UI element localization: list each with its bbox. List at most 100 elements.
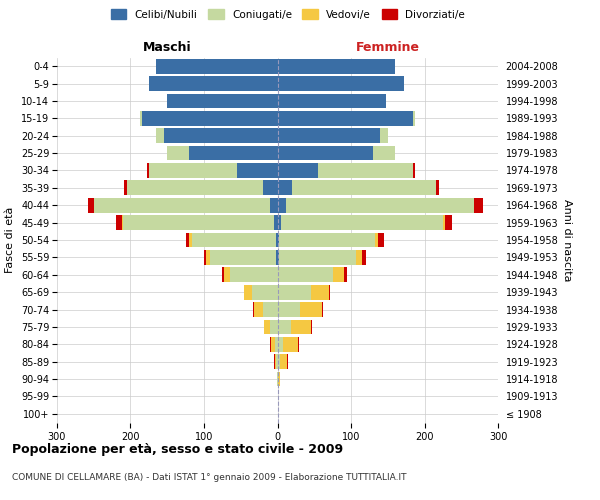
Bar: [413, 111, 415, 126]
Bar: [275, 354, 276, 369]
Bar: [204, 250, 206, 265]
Bar: [263, 302, 277, 317]
Bar: [311, 285, 329, 300]
Bar: [277, 146, 373, 160]
Bar: [149, 163, 237, 178]
Text: Maschi: Maschi: [143, 41, 191, 54]
Bar: [318, 163, 413, 178]
Bar: [362, 250, 366, 265]
Bar: [277, 215, 281, 230]
Bar: [277, 128, 380, 143]
Bar: [164, 128, 277, 143]
Bar: [123, 215, 274, 230]
Bar: [230, 268, 277, 282]
Text: Femmine: Femmine: [356, 41, 420, 54]
Bar: [277, 285, 311, 300]
Y-axis label: Anni di nascita: Anni di nascita: [562, 198, 572, 281]
Bar: [156, 59, 277, 74]
Bar: [223, 268, 224, 282]
Bar: [270, 337, 271, 351]
Bar: [94, 198, 270, 212]
Bar: [190, 146, 277, 160]
Bar: [322, 302, 323, 317]
Bar: [445, 215, 452, 230]
Bar: [206, 250, 210, 265]
Bar: [271, 337, 275, 351]
Bar: [237, 163, 277, 178]
Bar: [436, 180, 439, 195]
Bar: [474, 198, 475, 212]
Bar: [280, 354, 287, 369]
Bar: [148, 163, 149, 178]
Bar: [332, 268, 344, 282]
Bar: [167, 146, 190, 160]
Bar: [254, 302, 263, 317]
Bar: [252, 285, 277, 300]
Bar: [244, 285, 252, 300]
Bar: [299, 302, 322, 317]
Bar: [270, 198, 277, 212]
Bar: [344, 268, 347, 282]
Bar: [277, 94, 386, 108]
Bar: [274, 215, 277, 230]
Bar: [167, 94, 277, 108]
Bar: [286, 198, 474, 212]
Bar: [283, 337, 298, 351]
Bar: [275, 337, 277, 351]
Bar: [263, 320, 264, 334]
Bar: [191, 232, 276, 248]
Bar: [277, 302, 299, 317]
Bar: [277, 250, 279, 265]
Bar: [443, 215, 445, 230]
Bar: [298, 337, 299, 351]
Bar: [185, 232, 190, 248]
Bar: [374, 232, 378, 248]
Bar: [253, 302, 254, 317]
Bar: [311, 320, 312, 334]
Legend: Celibi/Nubili, Coniugati/e, Vedovi/e, Divorziati/e: Celibi/Nubili, Coniugati/e, Vedovi/e, Di…: [107, 5, 469, 24]
Bar: [140, 111, 142, 126]
Bar: [278, 372, 280, 386]
Bar: [270, 320, 277, 334]
Bar: [277, 163, 318, 178]
Bar: [224, 268, 230, 282]
Bar: [277, 232, 279, 248]
Bar: [277, 389, 278, 404]
Bar: [276, 232, 277, 248]
Bar: [292, 180, 436, 195]
Bar: [378, 232, 384, 248]
Bar: [149, 76, 277, 91]
Bar: [276, 354, 277, 369]
Bar: [156, 128, 164, 143]
Bar: [277, 59, 395, 74]
Bar: [279, 232, 374, 248]
Bar: [124, 180, 127, 195]
Text: Popolazione per età, sesso e stato civile - 2009: Popolazione per età, sesso e stato civil…: [12, 442, 343, 456]
Bar: [373, 146, 395, 160]
Bar: [279, 250, 356, 265]
Bar: [475, 198, 484, 212]
Bar: [277, 198, 286, 212]
Bar: [329, 285, 331, 300]
Bar: [122, 215, 123, 230]
Bar: [287, 354, 288, 369]
Bar: [263, 180, 277, 195]
Bar: [142, 111, 277, 126]
Bar: [277, 320, 291, 334]
Bar: [116, 215, 122, 230]
Text: COMUNE DI CELLAMARE (BA) - Dati ISTAT 1° gennaio 2009 - Elaborazione TUTTITALIA.: COMUNE DI CELLAMARE (BA) - Dati ISTAT 1°…: [12, 472, 407, 482]
Bar: [281, 215, 443, 230]
Bar: [277, 180, 292, 195]
Bar: [380, 128, 388, 143]
Bar: [276, 250, 277, 265]
Bar: [210, 250, 276, 265]
Bar: [277, 76, 404, 91]
Bar: [291, 320, 311, 334]
Bar: [277, 111, 413, 126]
Bar: [277, 268, 332, 282]
Y-axis label: Fasce di età: Fasce di età: [5, 207, 16, 273]
Bar: [413, 163, 415, 178]
Bar: [277, 337, 283, 351]
Bar: [356, 250, 362, 265]
Bar: [277, 372, 278, 386]
